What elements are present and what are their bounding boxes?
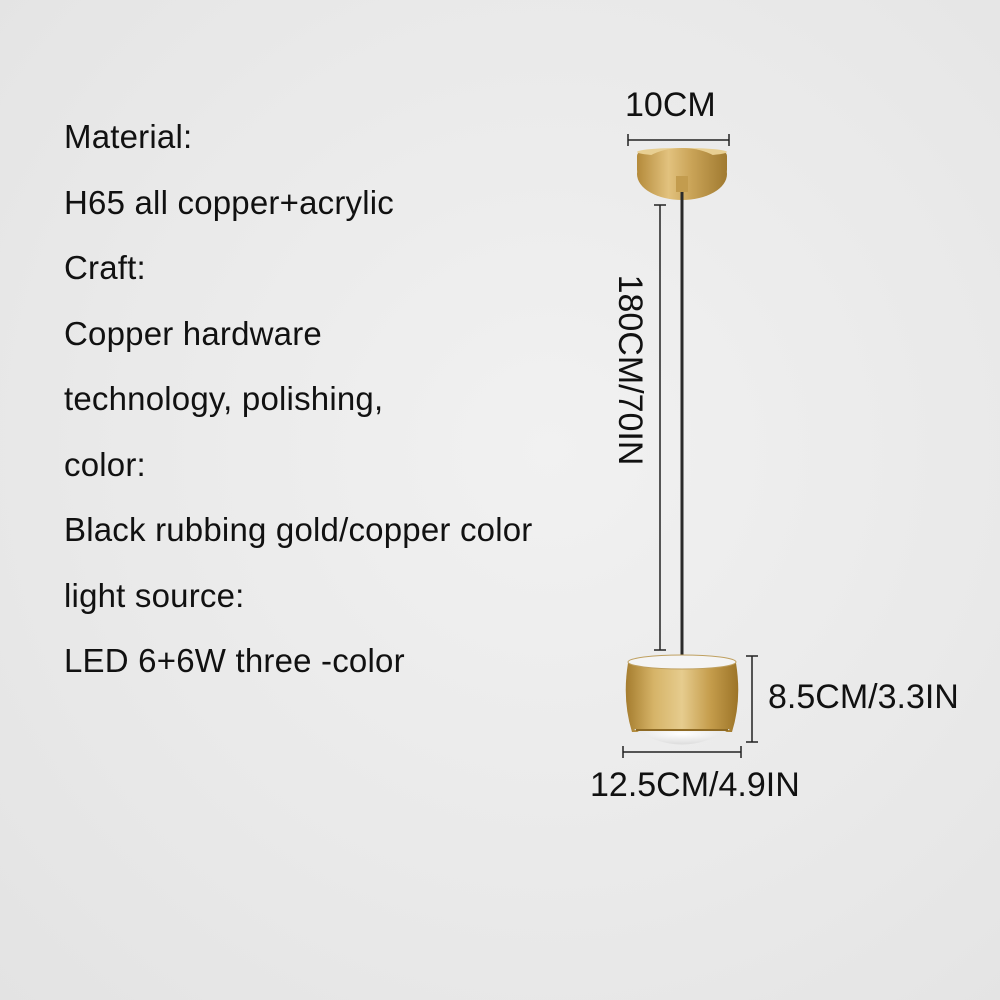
spec-color-value: Black rubbing gold/copper color <box>64 511 533 548</box>
shade-width-label: 12.5CM/4.9IN <box>590 766 800 804</box>
shade-height-dimension-line <box>746 655 758 743</box>
shade-width-dimension-line <box>622 746 742 758</box>
spec-craft-value-1: Copper hardware <box>64 314 322 352</box>
ceiling-canopy <box>637 148 727 200</box>
spec-list: Material: H65 all copper+acrylic Craft: … <box>64 120 532 710</box>
canopy-width-dimension-line <box>627 134 730 146</box>
spec-light-source-label: light source: <box>64 576 245 614</box>
shade-height-label: 8.5CM/3.3IN <box>768 678 959 716</box>
spec-craft-value-2: technology, polishing, <box>64 380 384 417</box>
spec-color-label: color: <box>64 445 146 483</box>
spec-material-label: Material: <box>64 118 193 155</box>
spec-light-source-value: LED 6+6W three -color <box>64 642 405 679</box>
cord-length-label: 180CM/70IN <box>611 274 649 466</box>
spec-material-value: H65 all copper+acrylic <box>64 183 394 221</box>
cord-length-dimension-line <box>654 204 666 651</box>
spec-craft-label: Craft: <box>64 249 146 286</box>
canopy-diameter-label: 10CM <box>625 86 716 124</box>
pendant-shade <box>625 654 739 745</box>
